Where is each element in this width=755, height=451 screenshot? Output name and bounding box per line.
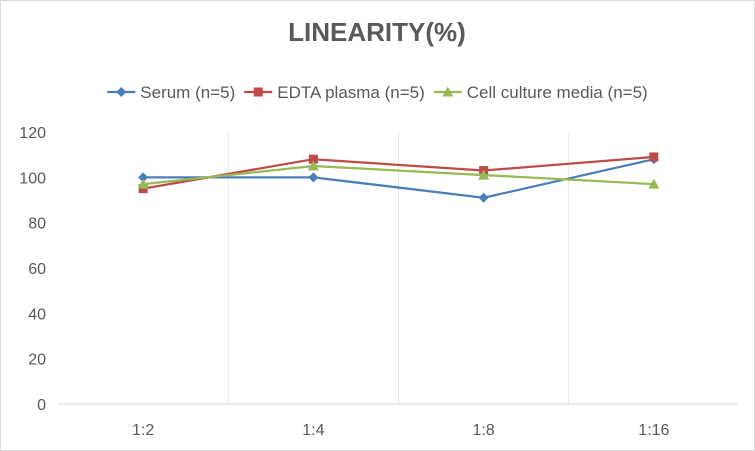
x-tick-label: 1:2	[132, 422, 154, 439]
x-tick-label: 1:4	[302, 422, 324, 439]
y-tick-label: 100	[19, 170, 46, 187]
legend-marker	[116, 87, 127, 97]
data-point	[308, 172, 319, 183]
legend-item: Cell culture media (n=5)	[433, 83, 648, 102]
y-tick-label: 80	[28, 216, 46, 233]
data-point	[648, 178, 660, 189]
legend: Serum (n=5) EDTA plasma (n=5) Cell culture…	[107, 83, 648, 102]
data-point	[137, 178, 149, 189]
y-tick-label: 40	[28, 306, 46, 323]
grid	[58, 132, 739, 405]
y-tick-label: 120	[19, 125, 46, 142]
legend-label: Serum (n=5)	[140, 83, 235, 102]
x-tick-label: 1:8	[473, 422, 495, 439]
legend-marker	[442, 86, 454, 97]
series-line	[143, 164, 654, 186]
data-point	[138, 184, 148, 194]
data-point	[308, 154, 318, 164]
legend-label: EDTA plasma (n=5)	[277, 83, 425, 102]
y-axis-ticks: 0 20 40 60 80 100 120	[19, 125, 46, 414]
y-tick-label: 20	[28, 352, 46, 369]
series-3	[137, 160, 660, 189]
chart-title: LINEARITY(%)	[288, 17, 466, 47]
data-point	[307, 160, 319, 171]
data-point	[478, 192, 489, 203]
legend-item: Serum (n=5)	[107, 83, 235, 102]
x-axis-ticks: 1:2 1:4 1:8 1:16	[132, 422, 670, 439]
y-tick-label: 60	[28, 261, 46, 278]
legend-label: Cell culture media (n=5)	[467, 83, 648, 102]
y-tick-label: 0	[37, 397, 46, 414]
series-1	[138, 154, 659, 203]
data-point	[138, 172, 149, 183]
legend-item: EDTA plasma (n=5)	[244, 83, 425, 102]
data-point	[478, 169, 490, 180]
series-line	[142, 155, 654, 190]
legend-marker	[253, 87, 263, 97]
series-group	[137, 152, 660, 203]
series-line	[143, 158, 655, 199]
data-point	[649, 152, 659, 162]
x-tick-label: 1:16	[638, 422, 669, 439]
